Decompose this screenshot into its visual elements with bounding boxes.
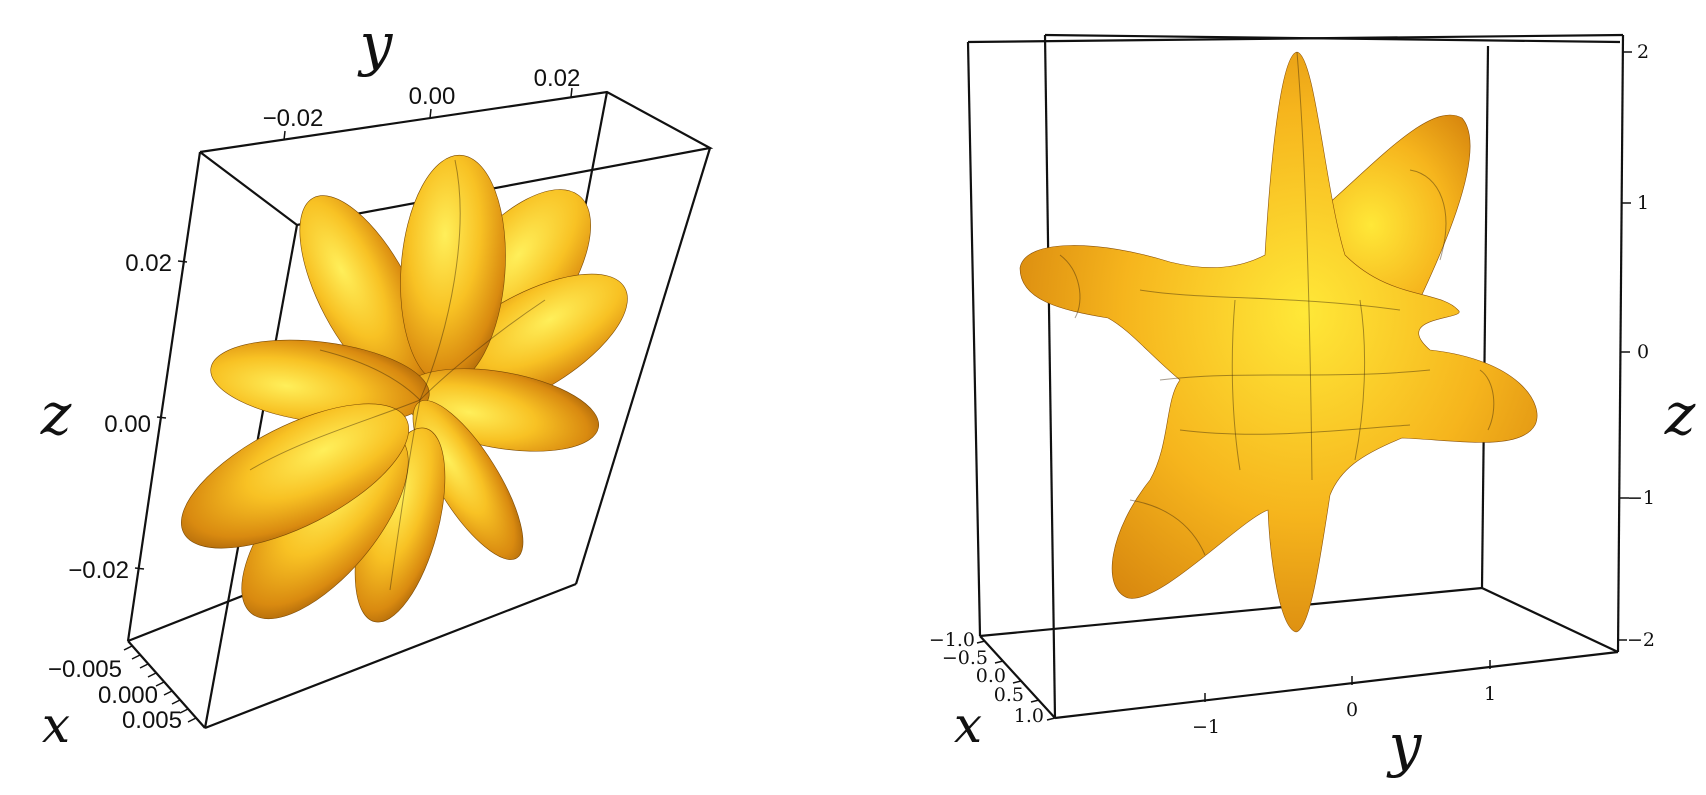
left-tick-labels: −0.02 0.00 0.02 0.02 0.00 −0.02 −0.005 0…	[48, 65, 580, 734]
right-bounding-box	[966, 33, 1625, 720]
left-x-tick: −0.005	[48, 656, 122, 683]
right-x-tick: 0.5	[994, 684, 1024, 706]
right-z-tick: −2	[1627, 629, 1655, 651]
right-y-tick: 1	[1484, 683, 1496, 705]
left-y-tick: 0.02	[534, 65, 581, 92]
left-z-tick: −0.02	[68, 557, 129, 584]
petal	[181, 403, 409, 549]
left-z-axis-title: z	[40, 380, 72, 448]
star-body	[1019, 51, 1538, 633]
right-tick-marks	[976, 51, 1632, 721]
right-y-axis-title: y	[1386, 711, 1423, 779]
right-x-axis-title: x	[954, 696, 982, 754]
left-x-axis-title: x	[42, 696, 70, 754]
right-z-tick: 2	[1637, 41, 1649, 63]
left-plot: −0.02 0.00 0.02 0.02 0.00 −0.02 −0.005 0…	[40, 10, 714, 754]
right-x-tick: 1.0	[1014, 705, 1044, 727]
left-z-tick: 0.00	[104, 411, 151, 438]
left-x-tick: 0.000	[98, 682, 158, 709]
right-tick-labels: 2 1 0 −1 −2 −1.0 −0.5 0.0 0.5 1.0 −1 0 1	[929, 41, 1655, 738]
right-z-tick: 0	[1637, 341, 1649, 363]
right-plot: 2 1 0 −1 −2 −1.0 −0.5 0.0 0.5 1.0 −1 0 1…	[929, 33, 1696, 779]
left-y-axis-title: y	[357, 10, 394, 78]
right-x-tick: 0.0	[976, 665, 1006, 687]
right-z-axis-title: z	[1664, 380, 1696, 448]
right-star-surface	[1019, 51, 1538, 633]
left-y-tick: −0.02	[263, 105, 324, 132]
right-y-tick: −1	[1192, 716, 1220, 738]
left-x-tick: 0.005	[122, 707, 182, 734]
left-y-tick: 0.00	[409, 83, 456, 110]
right-z-tick: −1	[1627, 487, 1655, 509]
left-tick-marks	[123, 87, 573, 723]
right-y-tick: 0	[1346, 699, 1358, 721]
left-z-tick: 0.02	[125, 250, 172, 277]
right-z-tick: 1	[1637, 192, 1649, 214]
left-petal-surface	[181, 154, 628, 623]
right-x-tick: −1.0	[929, 629, 975, 651]
right-x-tick: −0.5	[942, 647, 988, 669]
